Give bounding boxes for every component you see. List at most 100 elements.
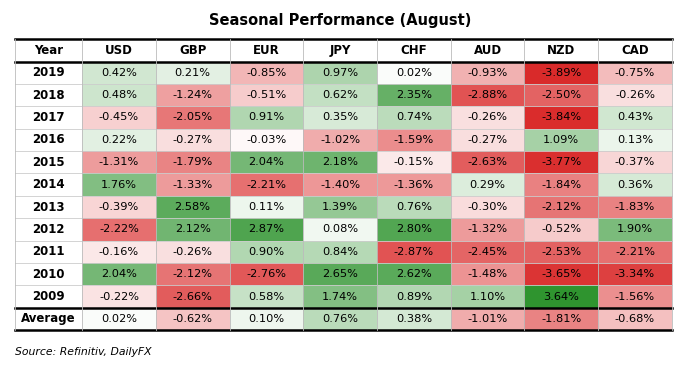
Bar bbox=[15, 151, 82, 173]
Bar bbox=[82, 39, 156, 62]
Text: 2009: 2009 bbox=[32, 290, 65, 303]
Text: 2.80%: 2.80% bbox=[396, 225, 432, 234]
Text: 0.22%: 0.22% bbox=[101, 135, 137, 145]
Bar bbox=[303, 106, 377, 129]
Bar bbox=[377, 263, 451, 285]
Bar bbox=[377, 196, 451, 218]
Text: AUD: AUD bbox=[473, 44, 502, 57]
Bar bbox=[82, 196, 156, 218]
Text: EUR: EUR bbox=[253, 44, 279, 57]
Bar bbox=[156, 129, 230, 151]
Text: 2019: 2019 bbox=[32, 66, 65, 79]
Bar bbox=[524, 263, 598, 285]
Bar bbox=[377, 151, 451, 173]
Text: 0.97%: 0.97% bbox=[322, 68, 358, 78]
Text: -1.84%: -1.84% bbox=[541, 180, 581, 189]
Bar bbox=[15, 173, 82, 196]
Bar bbox=[377, 173, 451, 196]
Text: 0.02%: 0.02% bbox=[101, 314, 137, 324]
Bar bbox=[15, 263, 82, 285]
Text: -2.87%: -2.87% bbox=[394, 247, 434, 257]
Text: -3.77%: -3.77% bbox=[541, 157, 581, 167]
Text: 0.13%: 0.13% bbox=[617, 135, 653, 145]
Text: 2014: 2014 bbox=[32, 178, 65, 191]
Bar bbox=[15, 196, 82, 218]
Bar bbox=[377, 39, 451, 62]
Bar bbox=[303, 263, 377, 285]
Bar bbox=[598, 39, 672, 62]
Bar bbox=[82, 241, 156, 263]
Bar bbox=[524, 196, 598, 218]
Text: 0.21%: 0.21% bbox=[175, 68, 211, 78]
Bar bbox=[230, 151, 303, 173]
Bar bbox=[377, 285, 451, 308]
Text: -1.59%: -1.59% bbox=[394, 135, 434, 145]
Bar bbox=[451, 308, 524, 330]
Bar bbox=[15, 62, 82, 84]
Text: 0.36%: 0.36% bbox=[617, 180, 653, 189]
Text: 2.18%: 2.18% bbox=[322, 157, 358, 167]
Text: CHF: CHF bbox=[401, 44, 427, 57]
Bar bbox=[524, 39, 598, 62]
Bar bbox=[230, 263, 303, 285]
Bar bbox=[303, 39, 377, 62]
Text: Seasonal Performance (August): Seasonal Performance (August) bbox=[209, 13, 471, 28]
Text: -1.56%: -1.56% bbox=[615, 292, 655, 301]
Bar bbox=[82, 129, 156, 151]
Text: -1.01%: -1.01% bbox=[467, 314, 508, 324]
Text: -1.31%: -1.31% bbox=[99, 157, 139, 167]
Bar bbox=[230, 196, 303, 218]
Bar bbox=[156, 39, 230, 62]
Text: 0.90%: 0.90% bbox=[248, 247, 284, 257]
Bar bbox=[156, 241, 230, 263]
Bar bbox=[15, 218, 82, 241]
Bar bbox=[524, 285, 598, 308]
Bar bbox=[524, 308, 598, 330]
Bar bbox=[303, 151, 377, 173]
Text: NZD: NZD bbox=[547, 44, 575, 57]
Text: -0.45%: -0.45% bbox=[99, 113, 139, 122]
Text: -2.12%: -2.12% bbox=[173, 269, 213, 279]
Text: 0.89%: 0.89% bbox=[396, 292, 432, 301]
Bar bbox=[377, 129, 451, 151]
Text: 0.02%: 0.02% bbox=[396, 68, 432, 78]
Text: 0.48%: 0.48% bbox=[101, 90, 137, 100]
Text: 0.76%: 0.76% bbox=[322, 314, 358, 324]
Bar bbox=[598, 151, 672, 173]
Bar bbox=[524, 129, 598, 151]
Bar bbox=[377, 241, 451, 263]
Text: -2.63%: -2.63% bbox=[468, 157, 507, 167]
Bar bbox=[82, 218, 156, 241]
Text: -0.16%: -0.16% bbox=[99, 247, 139, 257]
Bar bbox=[598, 106, 672, 129]
Text: 0.76%: 0.76% bbox=[396, 202, 432, 212]
Text: 0.42%: 0.42% bbox=[101, 68, 137, 78]
Bar bbox=[82, 173, 156, 196]
Bar bbox=[377, 62, 451, 84]
Text: -2.53%: -2.53% bbox=[541, 247, 581, 257]
Text: -1.83%: -1.83% bbox=[615, 202, 655, 212]
Bar bbox=[451, 106, 524, 129]
Bar bbox=[15, 84, 82, 106]
Bar bbox=[230, 62, 303, 84]
Bar bbox=[303, 84, 377, 106]
Bar bbox=[451, 173, 524, 196]
Text: -2.50%: -2.50% bbox=[541, 90, 581, 100]
Bar bbox=[451, 241, 524, 263]
Bar bbox=[230, 308, 303, 330]
Text: -0.27%: -0.27% bbox=[173, 135, 213, 145]
Text: Average: Average bbox=[21, 313, 76, 325]
Text: -3.34%: -3.34% bbox=[615, 269, 655, 279]
Text: 2016: 2016 bbox=[32, 134, 65, 146]
Text: -1.79%: -1.79% bbox=[173, 157, 213, 167]
Text: 1.10%: 1.10% bbox=[469, 292, 506, 301]
Bar bbox=[524, 218, 598, 241]
Bar bbox=[15, 39, 82, 62]
Text: -0.30%: -0.30% bbox=[467, 202, 508, 212]
Text: -0.85%: -0.85% bbox=[246, 68, 286, 78]
Text: 2010: 2010 bbox=[32, 268, 65, 280]
Text: -2.22%: -2.22% bbox=[99, 225, 139, 234]
Text: -0.37%: -0.37% bbox=[615, 157, 655, 167]
Bar bbox=[15, 106, 82, 129]
Bar bbox=[156, 263, 230, 285]
